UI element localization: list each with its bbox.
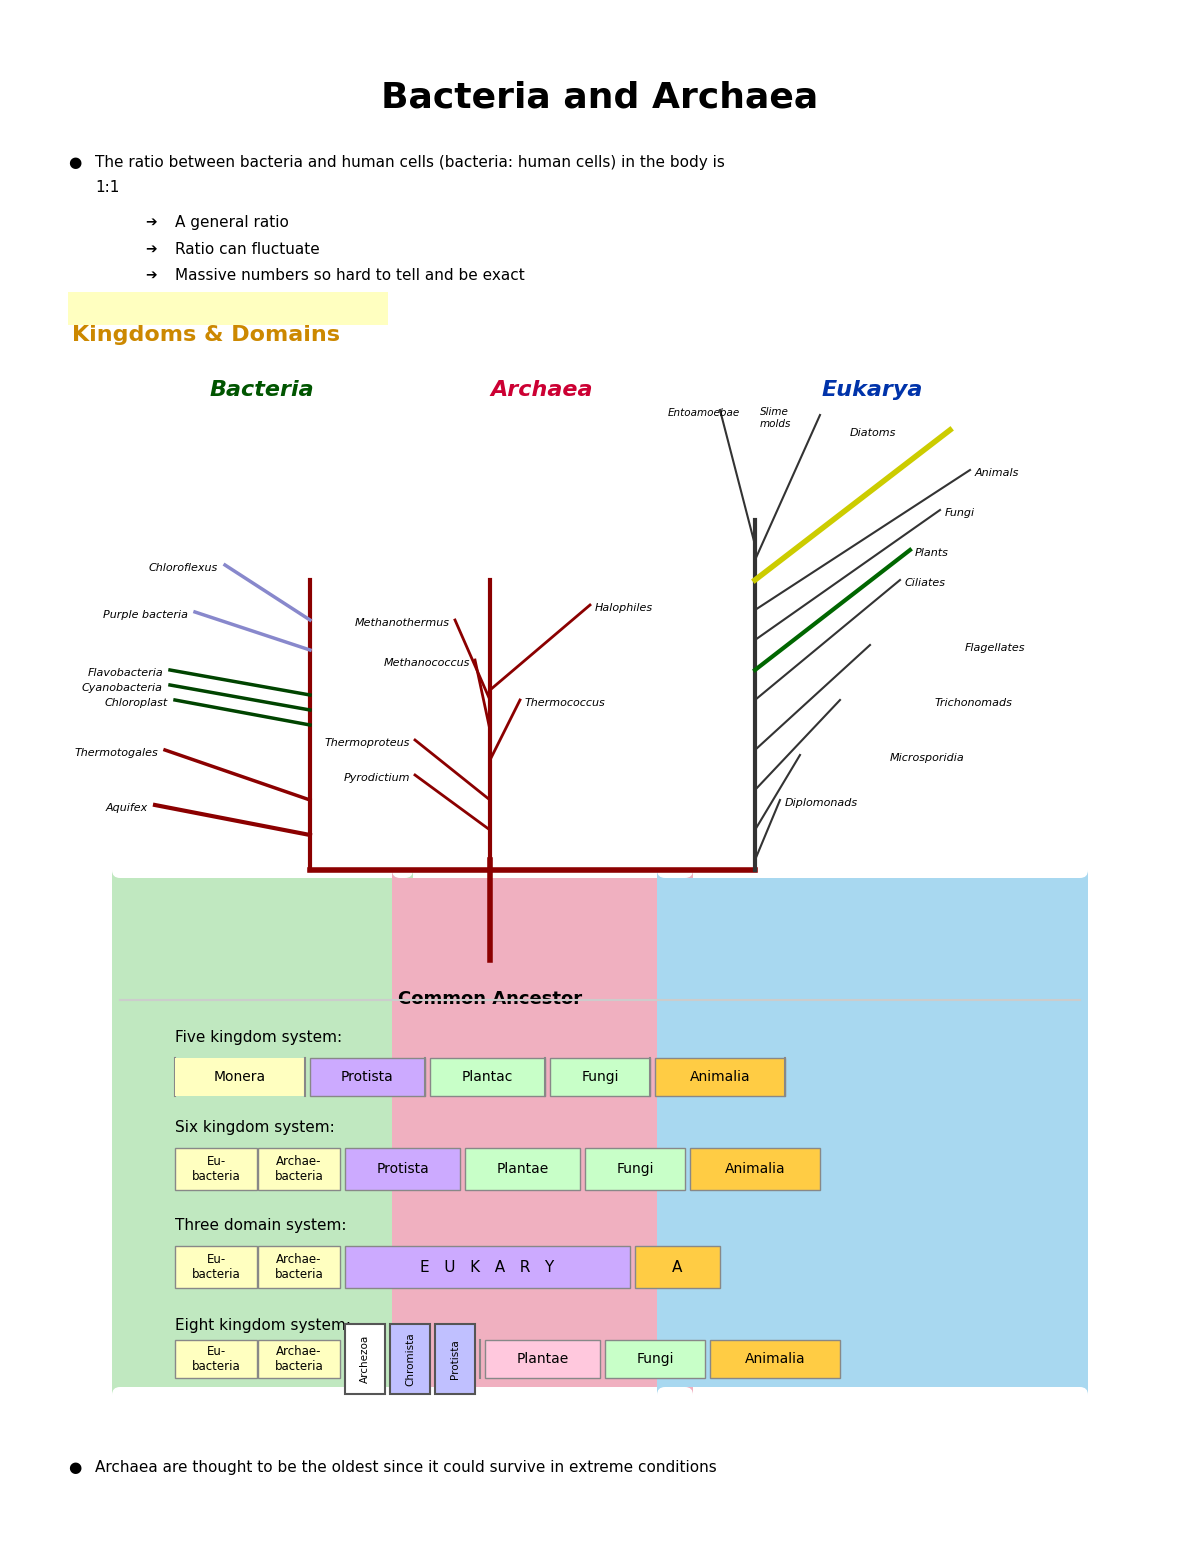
Text: Plants: Plants — [916, 548, 949, 558]
Text: Archae-
bacteria: Archae- bacteria — [275, 1345, 323, 1373]
FancyBboxPatch shape — [112, 870, 413, 1395]
Bar — [175, 1340, 257, 1378]
Text: Archae-
bacteria: Archae- bacteria — [275, 1253, 323, 1281]
Text: A: A — [672, 1259, 683, 1275]
Text: Archaea are thought to be the oldest since it could survive in extreme condition: Archaea are thought to be the oldest sin… — [95, 1460, 716, 1475]
Text: Common Ancestor: Common Ancestor — [398, 989, 582, 1008]
Text: ➔: ➔ — [145, 269, 157, 283]
FancyBboxPatch shape — [392, 870, 694, 1395]
Bar — [605, 1340, 706, 1378]
FancyBboxPatch shape — [68, 292, 388, 325]
Text: Three domain system:: Three domain system: — [175, 1218, 347, 1233]
Bar — [258, 1148, 340, 1190]
Bar — [430, 1058, 545, 1096]
Bar — [175, 1058, 305, 1096]
Text: 1:1: 1:1 — [95, 180, 119, 196]
Text: Bacteria: Bacteria — [210, 380, 314, 401]
Text: Halophiles: Halophiles — [595, 603, 653, 613]
Text: Plantae: Plantae — [497, 1162, 548, 1176]
Bar — [346, 1246, 630, 1287]
Bar — [175, 1246, 257, 1287]
Bar — [310, 1058, 425, 1096]
Text: Eukarya: Eukarya — [821, 380, 923, 401]
Text: ➔: ➔ — [145, 214, 157, 228]
Text: Fungi: Fungi — [581, 1070, 619, 1084]
Text: Eu-
bacteria: Eu- bacteria — [192, 1345, 240, 1373]
Text: Slime
molds: Slime molds — [760, 407, 791, 429]
Text: Flavobacteria: Flavobacteria — [88, 668, 163, 679]
Text: Methanothermus: Methanothermus — [355, 618, 450, 627]
Text: Animalia: Animalia — [725, 1162, 785, 1176]
FancyBboxPatch shape — [658, 870, 1088, 1395]
Bar — [258, 1340, 340, 1378]
Bar — [690, 1148, 820, 1190]
Text: Archezoa: Archezoa — [360, 1336, 370, 1384]
Text: Massive numbers so hard to tell and be exact: Massive numbers so hard to tell and be e… — [175, 269, 524, 283]
Text: ●: ● — [68, 155, 82, 169]
Text: Protista: Protista — [450, 1339, 460, 1379]
Text: Animals: Animals — [974, 467, 1019, 478]
Text: Ratio can fluctuate: Ratio can fluctuate — [175, 242, 319, 256]
Text: Purple bacteria: Purple bacteria — [103, 610, 188, 620]
Text: Trichonomads: Trichonomads — [935, 697, 1013, 708]
Text: Animalia: Animalia — [690, 1070, 750, 1084]
Bar — [586, 1148, 685, 1190]
Text: ●: ● — [68, 1460, 82, 1475]
Text: Plantae: Plantae — [516, 1353, 569, 1367]
Text: Chloroflexus: Chloroflexus — [149, 564, 218, 573]
Bar — [175, 1148, 257, 1190]
Bar — [346, 1325, 385, 1395]
Text: Archaea: Archaea — [491, 380, 593, 401]
Text: Monera: Monera — [214, 1070, 266, 1084]
Text: Flagellates: Flagellates — [965, 643, 1026, 652]
Text: Chloroplast: Chloroplast — [104, 697, 168, 708]
Text: ➔: ➔ — [145, 242, 157, 256]
Bar — [466, 1148, 580, 1190]
Bar — [550, 1058, 650, 1096]
Bar — [710, 1340, 840, 1378]
Text: Thermoproteus: Thermoproteus — [325, 738, 410, 749]
Text: Microsporidia: Microsporidia — [890, 753, 965, 763]
Text: The ratio between bacteria and human cells (bacteria: human cells) in the body i: The ratio between bacteria and human cel… — [95, 155, 725, 169]
Bar — [635, 1246, 720, 1287]
Text: Bacteria and Archaea: Bacteria and Archaea — [382, 81, 818, 113]
Text: Pyrodictium: Pyrodictium — [343, 773, 410, 783]
Text: Fungi: Fungi — [636, 1353, 673, 1367]
Text: Eu-
bacteria: Eu- bacteria — [192, 1253, 240, 1281]
Text: Entoamoebae: Entoamoebae — [668, 408, 740, 418]
Text: Kingdoms & Domains: Kingdoms & Domains — [72, 325, 340, 345]
Text: Fungi: Fungi — [946, 508, 976, 519]
Text: Animalia: Animalia — [745, 1353, 805, 1367]
Text: Six kingdom system:: Six kingdom system: — [175, 1120, 335, 1135]
Text: E   U   K   A   R   Y: E U K A R Y — [420, 1259, 554, 1275]
Bar — [485, 1340, 600, 1378]
Text: Five kingdom system:: Five kingdom system: — [175, 1030, 342, 1045]
Bar — [258, 1246, 340, 1287]
Text: Thermococcus: Thermococcus — [526, 697, 606, 708]
Bar — [436, 1325, 475, 1395]
Bar — [655, 1058, 785, 1096]
Text: Archae-
bacteria: Archae- bacteria — [275, 1155, 323, 1183]
Text: Fungi: Fungi — [617, 1162, 654, 1176]
Text: Aquifex: Aquifex — [106, 803, 148, 814]
Text: Protista: Protista — [341, 1070, 394, 1084]
Bar — [390, 1325, 430, 1395]
Text: Plantac: Plantac — [462, 1070, 514, 1084]
Text: A general ratio: A general ratio — [175, 214, 289, 230]
Text: Methanococcus: Methanococcus — [384, 658, 470, 668]
Text: Chromista: Chromista — [406, 1332, 415, 1385]
Text: Ciliates: Ciliates — [905, 578, 946, 589]
Bar — [346, 1148, 460, 1190]
Text: Cyanobacteria: Cyanobacteria — [82, 683, 163, 693]
Text: Protista: Protista — [376, 1162, 428, 1176]
Text: Diatoms: Diatoms — [850, 429, 896, 438]
Text: Eight kingdom system:: Eight kingdom system: — [175, 1318, 352, 1332]
Text: Diplomonads: Diplomonads — [785, 798, 858, 808]
Text: Eu-
bacteria: Eu- bacteria — [192, 1155, 240, 1183]
Text: Thermotogales: Thermotogales — [74, 749, 158, 758]
